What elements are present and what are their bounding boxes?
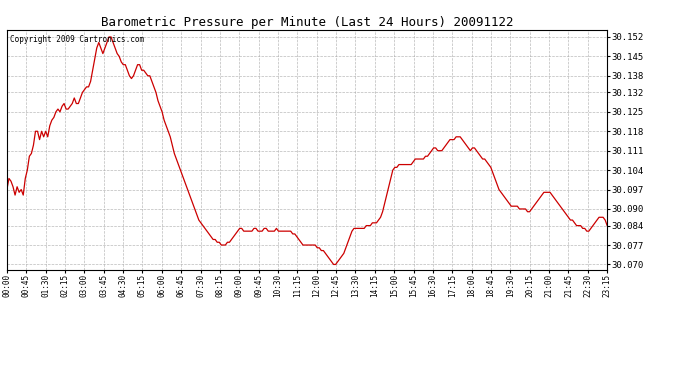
Text: Copyright 2009 Cartronics.com: Copyright 2009 Cartronics.com: [10, 35, 144, 44]
Title: Barometric Pressure per Minute (Last 24 Hours) 20091122: Barometric Pressure per Minute (Last 24 …: [101, 16, 513, 29]
